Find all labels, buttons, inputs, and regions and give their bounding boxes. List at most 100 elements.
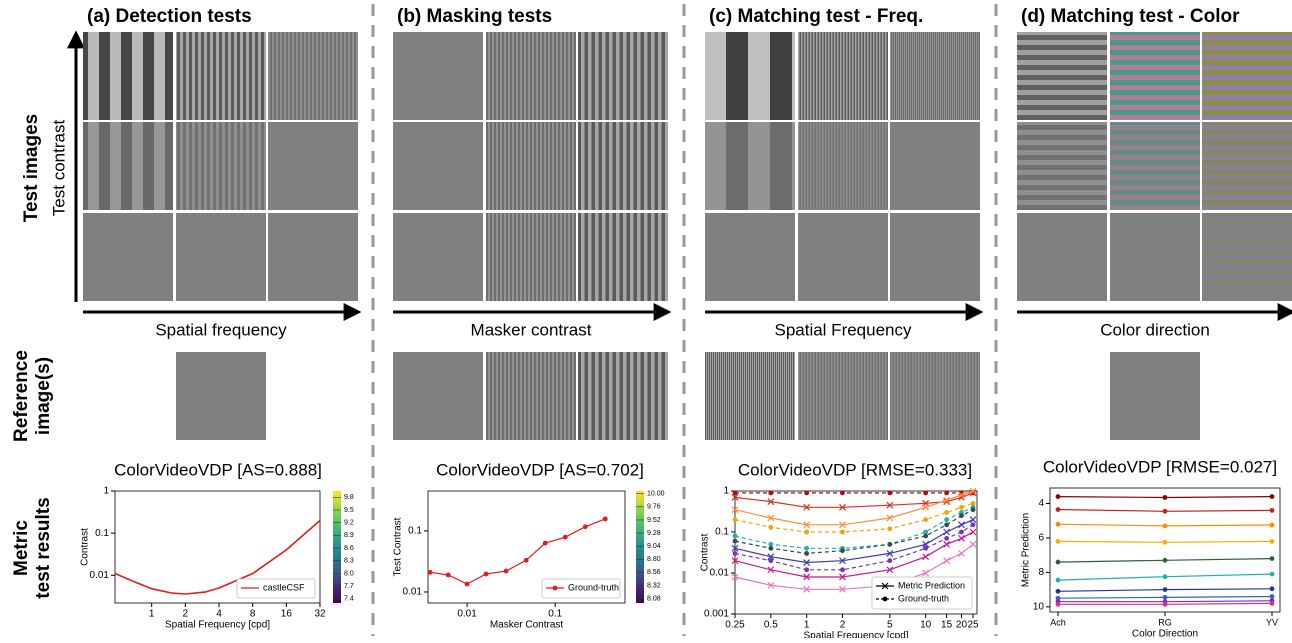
legend-label: Ground-truth bbox=[568, 582, 619, 592]
image-pattern bbox=[268, 32, 358, 120]
point bbox=[1056, 522, 1061, 527]
point bbox=[887, 490, 892, 495]
image-tile bbox=[1110, 213, 1200, 301]
colorbar-tick-label: 10.00 bbox=[647, 491, 665, 498]
point bbox=[1270, 523, 1275, 528]
image-tile bbox=[705, 213, 795, 301]
image-pattern bbox=[1017, 32, 1107, 120]
point bbox=[804, 546, 809, 551]
point bbox=[923, 517, 928, 522]
image-pattern bbox=[798, 122, 888, 210]
x-tick-label: Ach bbox=[1050, 617, 1066, 627]
point bbox=[944, 522, 949, 527]
point bbox=[543, 541, 548, 546]
colorbar-tick-label: 7.4 bbox=[344, 596, 354, 603]
x-tick-label: 0.25 bbox=[725, 620, 745, 631]
point bbox=[1270, 494, 1275, 499]
x-tick-label: 15 bbox=[941, 620, 953, 631]
panel-title: (c) Matching test - Freq. bbox=[709, 6, 923, 27]
image-tile bbox=[393, 32, 483, 120]
point bbox=[1163, 495, 1168, 500]
point bbox=[733, 517, 738, 522]
image-tile bbox=[268, 122, 358, 210]
point bbox=[1163, 574, 1168, 579]
image-tile bbox=[890, 213, 980, 301]
point bbox=[1056, 560, 1061, 565]
x-tick-label: 20 bbox=[956, 620, 968, 631]
point bbox=[1056, 494, 1061, 499]
image-pattern bbox=[486, 32, 576, 120]
point bbox=[971, 507, 976, 512]
point bbox=[887, 526, 892, 531]
x-axis-label: Spatial Frequency [cpd] bbox=[803, 631, 908, 638]
colorbar-tick-label: 9.2 bbox=[344, 520, 354, 527]
x-axis-concept: Spatial frequency bbox=[155, 320, 287, 339]
x-tick-label: 16 bbox=[281, 609, 293, 620]
point bbox=[1270, 572, 1275, 577]
image-pattern bbox=[890, 352, 980, 440]
panel-title: (b) Masking tests bbox=[397, 6, 552, 27]
x-axis-concept: Color direction bbox=[1100, 320, 1210, 339]
image-tile bbox=[393, 213, 483, 301]
colorbar bbox=[636, 491, 644, 603]
y-tick-label: 0.1 bbox=[95, 528, 109, 539]
point bbox=[603, 517, 608, 522]
point bbox=[804, 490, 809, 495]
x-tick-label: 8 bbox=[250, 609, 256, 620]
point bbox=[887, 542, 892, 547]
x-axis-label: Spatial Frequency [cpd] bbox=[165, 620, 270, 631]
figure: Test imagesReferenceimage(s)Metrictest r… bbox=[0, 0, 1292, 638]
image-pattern bbox=[83, 32, 173, 120]
image-pattern bbox=[578, 352, 668, 440]
point bbox=[804, 551, 809, 556]
x-tick-label: 0.1 bbox=[548, 609, 562, 620]
image-pattern bbox=[1202, 122, 1292, 210]
y-tick-label: 4 bbox=[1038, 498, 1044, 509]
legend-label: Ground-truth bbox=[898, 593, 949, 603]
point bbox=[583, 524, 588, 529]
chart-title: ColorVideoVDP [RMSE=0.333] bbox=[738, 460, 972, 479]
point bbox=[768, 546, 773, 551]
image-pattern bbox=[890, 32, 980, 120]
point bbox=[446, 573, 451, 578]
y-tick-label: 10 bbox=[1033, 601, 1045, 612]
row-label: Test images bbox=[21, 114, 42, 222]
image-pattern bbox=[486, 213, 576, 301]
y-axis-label: Test Contrast bbox=[393, 517, 404, 576]
colorbar-tick-label: 8.9 bbox=[344, 532, 354, 539]
point bbox=[553, 586, 558, 591]
row-label: Metric bbox=[11, 520, 32, 576]
point bbox=[959, 513, 964, 518]
x-tick-label: 0.5 bbox=[764, 620, 778, 631]
legend-label: Metric Prediction bbox=[898, 580, 965, 590]
point bbox=[465, 582, 470, 587]
point bbox=[768, 525, 773, 530]
point bbox=[1270, 508, 1275, 513]
image-tile bbox=[268, 213, 358, 301]
point bbox=[733, 551, 738, 556]
row-label: image(s) bbox=[33, 357, 54, 435]
point bbox=[1163, 523, 1168, 528]
point bbox=[1163, 558, 1168, 563]
point bbox=[563, 535, 568, 540]
point bbox=[959, 505, 964, 510]
x-axis-label: Color Direction bbox=[1132, 629, 1198, 638]
image-pattern bbox=[705, 122, 795, 210]
point bbox=[840, 530, 845, 535]
point bbox=[1056, 507, 1061, 512]
y-tick-label: 0.01 bbox=[403, 587, 423, 598]
image-pattern bbox=[798, 32, 888, 120]
point bbox=[1056, 589, 1061, 594]
plot-frame bbox=[1050, 488, 1280, 612]
point bbox=[840, 567, 845, 572]
point bbox=[768, 558, 773, 563]
point bbox=[1163, 602, 1168, 607]
point bbox=[1270, 601, 1275, 606]
point bbox=[1056, 539, 1061, 544]
chart-title: ColorVideoVDP [RMSE=0.027] bbox=[1043, 457, 1277, 476]
legend-label: castleCSF bbox=[263, 582, 305, 592]
x-tick-label: 0.01 bbox=[457, 609, 477, 620]
point bbox=[804, 567, 809, 572]
point bbox=[923, 490, 928, 495]
image-tile bbox=[176, 213, 266, 301]
